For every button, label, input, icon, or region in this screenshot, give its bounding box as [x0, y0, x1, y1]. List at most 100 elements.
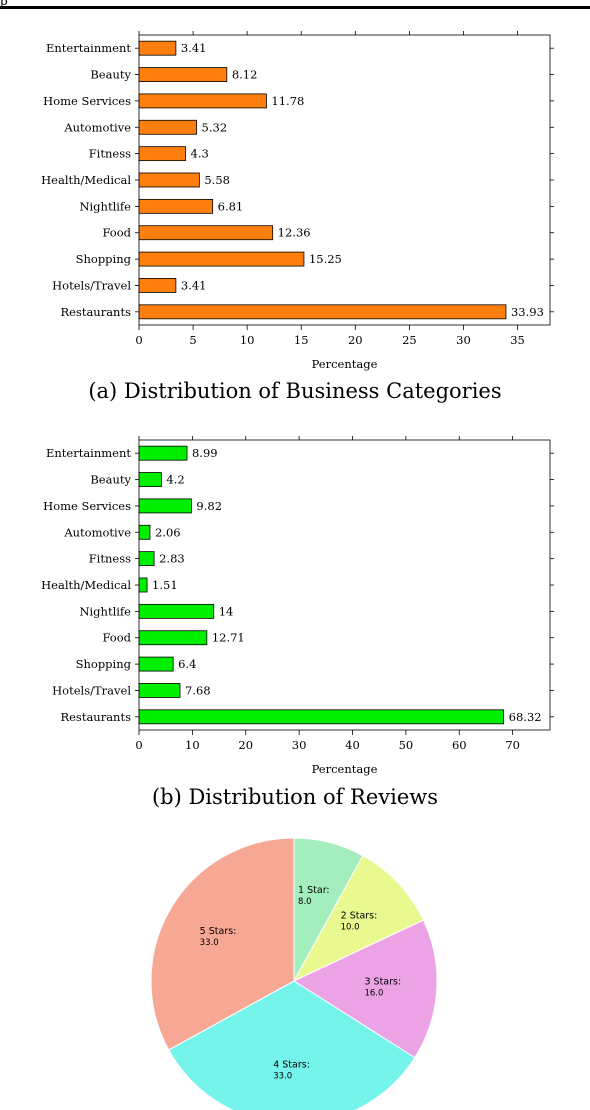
- star-ratings-pie-chart: 1 Star:8.0 2 Stars:10.0 3 Stars:16.0 4 Star…: [150, 837, 438, 1110]
- bar-beauty: [138, 67, 228, 82]
- x-tick-label: 30: [292, 738, 307, 752]
- bar-home-services: [138, 93, 267, 109]
- value-label-food: 12.71: [212, 631, 245, 645]
- category-label-nightlife: Nightlife: [79, 604, 131, 618]
- pie-label-5-stars: 5 Stars:: [200, 926, 237, 937]
- bar-automotive: [138, 524, 151, 540]
- value-label-entertainment: 8.99: [192, 446, 218, 460]
- x-axis-label: Percentage: [312, 762, 378, 776]
- x-tick-label: 20: [348, 333, 363, 347]
- bar-fitness: [138, 551, 155, 567]
- header-rule: [0, 6, 590, 9]
- category-label-hotels-travel: Hotels/Travel: [52, 683, 131, 697]
- value-label-shopping: 15.25: [309, 252, 342, 266]
- bar-shopping: [138, 251, 305, 267]
- pie-value-2-stars: 10.0: [341, 922, 360, 932]
- category-label-health-medical: Health/Medical: [41, 173, 131, 187]
- category-label-entertainment: Entertainment: [46, 446, 131, 460]
- value-label-restaurants: 68.32: [509, 710, 542, 724]
- category-label-beauty: Beauty: [90, 473, 131, 487]
- x-tick-label: 40: [345, 738, 360, 752]
- value-label-nightlife: 6.81: [218, 199, 244, 213]
- x-tick-label: 15: [294, 333, 309, 347]
- value-label-fitness: 4.3: [191, 147, 209, 161]
- pie-label-2-stars: 2 Stars:: [341, 910, 378, 921]
- x-tick-label: 25: [402, 333, 417, 347]
- value-label-automotive: 5.32: [202, 120, 228, 134]
- x-tick-label: 70: [505, 738, 520, 752]
- pie-slice-4-stars: [168, 980, 416, 1110]
- bar-food: [138, 630, 208, 646]
- x-tick-label: 0: [135, 738, 142, 752]
- bar-fitness: [138, 146, 186, 162]
- value-label-home-services: 9.82: [196, 499, 222, 513]
- x-tick-label: 10: [240, 333, 255, 347]
- category-label-shopping: Shopping: [76, 657, 132, 671]
- pie-label-3-stars: 3 Stars:: [364, 977, 401, 988]
- category-label-home-services: Home Services: [43, 499, 131, 513]
- pie-value-3-stars: 16.0: [364, 989, 383, 999]
- x-tick-label: 50: [399, 738, 414, 752]
- category-label-food: Food: [102, 631, 131, 645]
- value-label-automotive: 2.06: [155, 525, 181, 539]
- value-label-restaurants: 33.93: [511, 305, 544, 319]
- pie-value-5-stars: 33.0: [200, 938, 219, 948]
- x-tick-label: 35: [510, 333, 525, 347]
- bar-food: [138, 225, 274, 241]
- bar-automotive: [138, 119, 197, 135]
- category-label-nightlife: Nightlife: [79, 199, 131, 213]
- figure-b-caption: (b) Distribution of Reviews: [151, 785, 439, 809]
- value-label-health-medical: 5.58: [204, 173, 230, 187]
- bar-nightlife: [138, 198, 214, 214]
- bar-hotels-travel: [138, 683, 181, 698]
- category-label-automotive: Automotive: [63, 525, 131, 539]
- x-axis-label: Percentage: [312, 357, 378, 371]
- category-label-entertainment: Entertainment: [46, 41, 131, 55]
- x-tick-label: 60: [452, 738, 467, 752]
- category-label-health-medical: Health/Medical: [41, 578, 131, 592]
- category-label-hotels-travel: Hotels/Travel: [52, 278, 131, 292]
- category-label-fitness: Fitness: [89, 552, 131, 566]
- bar-health-medical: [138, 172, 200, 188]
- bar-entertainment: [138, 40, 177, 56]
- bar-restaurants: [138, 304, 507, 320]
- category-label-food: Food: [102, 226, 131, 240]
- category-label-automotive: Automotive: [63, 120, 131, 134]
- value-label-shopping: 6.4: [178, 657, 196, 671]
- value-label-beauty: 8.12: [232, 68, 258, 82]
- value-label-hotels-travel: 3.41: [181, 278, 207, 292]
- x-tick-label: 30: [456, 333, 471, 347]
- category-label-beauty: Beauty: [90, 68, 131, 82]
- bar-hotels-travel: [138, 278, 177, 293]
- value-label-beauty: 4.2: [166, 473, 184, 487]
- bar-shopping: [138, 656, 174, 672]
- value-label-nightlife: 14: [219, 604, 234, 618]
- pie-slice-3-stars: [292, 919, 438, 1059]
- value-label-entertainment: 3.41: [181, 41, 207, 55]
- reviews-distribution-chart: Entertainment 8.99 Beauty 4.2 Home Services 9…: [41, 436, 554, 776]
- figure-a-caption: (a) Distribution of Business Categories: [88, 379, 502, 403]
- value-label-fitness: 2.83: [159, 552, 185, 566]
- value-label-food: 12.36: [278, 226, 311, 240]
- category-label-home-services: Home Services: [43, 94, 131, 108]
- category-label-shopping: Shopping: [76, 252, 132, 266]
- x-tick-label: 0: [135, 333, 142, 347]
- x-tick-label: 20: [238, 738, 253, 752]
- bar-nightlife: [138, 603, 215, 619]
- category-label-restaurants: Restaurants: [60, 305, 131, 319]
- header-text-fragment: p: [0, 0, 8, 8]
- bar-beauty: [138, 472, 162, 487]
- bar-home-services: [138, 498, 192, 514]
- value-label-hotels-travel: 7.68: [185, 683, 211, 697]
- bar-health-medical: [138, 577, 148, 593]
- pie-slice-5-stars: [150, 837, 295, 1051]
- pie-slice-2-stars: [292, 855, 425, 983]
- x-tick-label: 5: [189, 333, 196, 347]
- pie-value-1-star: 8.0: [298, 897, 312, 907]
- x-tick-label: 10: [185, 738, 200, 752]
- business-categories-chart: Entertainment 3.41 Beauty 8.12 Home Services…: [41, 31, 554, 371]
- category-label-fitness: Fitness: [89, 147, 131, 161]
- value-label-health-medical: 1.51: [152, 578, 178, 592]
- category-label-restaurants: Restaurants: [60, 710, 131, 724]
- pie-value-4-stars: 33.0: [273, 1072, 292, 1082]
